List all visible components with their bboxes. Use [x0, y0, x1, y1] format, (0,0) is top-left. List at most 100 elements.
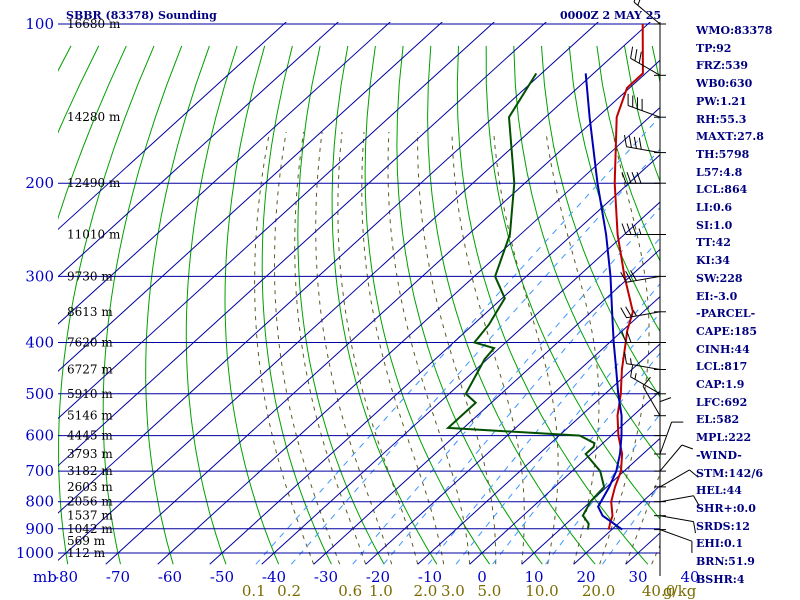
temperature-tick-label: -80 — [54, 568, 78, 586]
isotherm-line — [157, 106, 660, 565]
index-item: STM:142/6 — [696, 466, 763, 480]
wind-barb-flag — [626, 172, 632, 184]
index-list: WMO:83378 TP:92 FRZ:539 WB0:630 PW:1.21 RH:55… — [696, 22, 800, 589]
mixing-ratio-label: 40.0 — [642, 582, 675, 600]
pressure-tick-label: 200 — [25, 174, 54, 192]
isotherm-line — [58, 22, 287, 231]
pressure-tick-label: 700 — [25, 462, 54, 480]
dry-adiabat — [261, 45, 332, 565]
index-item: LFC:692 — [696, 395, 748, 409]
isotherm-line — [58, 22, 391, 325]
mixing-ratio-label: 0.2 — [277, 582, 301, 600]
pressure-tick-label: 400 — [25, 334, 54, 352]
height-label: 3182 m — [67, 464, 113, 478]
mixing-ratio-label: 2.0 — [413, 582, 437, 600]
wind-barb-shaft — [627, 105, 661, 118]
wind-barb-shaft — [659, 515, 694, 523]
index-item: BSHR:4 — [696, 572, 745, 586]
wind-barb-shaft — [659, 495, 694, 503]
pressure-tick-label: 500 — [25, 385, 54, 403]
mixing-ratio-label: 10.0 — [525, 582, 558, 600]
wind-barb-shaft — [630, 57, 661, 76]
height-label: 2603 m — [67, 480, 113, 494]
wind-barb-flag — [624, 135, 627, 147]
index-item: RH:55.3 — [696, 112, 747, 126]
pressure-tick-label: 300 — [25, 267, 54, 285]
height-label: 1537 m — [67, 509, 113, 523]
isotherm-line — [58, 22, 651, 561]
mixing-ratio-label: 20.0 — [582, 582, 615, 600]
moist-adiabat — [417, 131, 497, 565]
temperature-tick-label: -50 — [210, 568, 234, 586]
mixing-ratio-label: 0.1 — [242, 582, 266, 600]
moist-adiabat — [451, 131, 525, 565]
wind-barb-flag — [624, 352, 627, 364]
wind-barb-flag — [681, 444, 694, 450]
pressure-tick-label: 900 — [25, 520, 54, 538]
index-item: TT:42 — [696, 236, 731, 250]
wind-barb-flag — [625, 306, 632, 318]
wind-barb-shaft — [642, 385, 661, 416]
isotherm-line — [365, 295, 660, 565]
height-label: 6727 m — [67, 363, 113, 377]
wind-barb-flag — [637, 0, 641, 6]
dry-adiabat — [485, 45, 660, 520]
height-label: 8613 m — [67, 305, 113, 319]
temperature-tick-label: -40 — [262, 568, 286, 586]
index-item: MPL:222 — [696, 431, 752, 445]
temperature-tick-label: 10 — [524, 568, 543, 586]
index-item: WMO:83378 — [696, 24, 773, 37]
temperature-tick-label: -10 — [418, 568, 442, 586]
height-label: 2056 m — [67, 495, 113, 509]
mixing-ratio-unit: g/kg — [663, 582, 697, 600]
wind-barb-shaft — [659, 469, 690, 488]
wind-barb-flag — [620, 271, 627, 283]
wind-barb-flag — [630, 46, 634, 59]
moist-adiabat — [387, 131, 471, 565]
wind-barb-flag — [630, 365, 634, 377]
chart-title: SBBR (83378) Sounding — [66, 9, 217, 22]
isotherm-line — [209, 154, 660, 565]
wind-barb-flag — [621, 172, 627, 184]
mixing-ratio-label: 3.0 — [441, 582, 465, 600]
wind-barb-flag — [633, 0, 636, 3]
index-item: -PARCEL- — [696, 307, 756, 321]
wind-barb-flag — [630, 270, 637, 281]
wind-barb-flag — [659, 397, 672, 403]
plot-area — [58, 22, 660, 576]
wind-barb-half-flag — [630, 358, 632, 365]
index-item: CINH:44 — [696, 342, 750, 356]
isotherm-line — [58, 22, 339, 278]
isotherm-line — [417, 343, 660, 565]
dry-adiabat — [0, 46, 43, 564]
moist-adiabat — [361, 131, 445, 565]
wind-barb-flag — [634, 49, 638, 61]
dry-adiabat — [102, 45, 183, 565]
wind-barb-half-flag — [632, 310, 637, 317]
isotherm-line — [58, 22, 547, 467]
height-label: 5910 m — [67, 387, 113, 401]
index-item: EL:582 — [696, 413, 740, 427]
pressure-tick-label: 800 — [25, 493, 54, 511]
index-item: PW:1.21 — [696, 94, 747, 108]
index-item: SRDS:12 — [696, 519, 750, 533]
wind-barb-flag — [638, 51, 642, 64]
wind-barb-shaft — [630, 376, 661, 395]
wind-barb-flag — [633, 136, 637, 149]
temperature-tick-label: 20 — [576, 568, 595, 586]
wind-barb-flag — [689, 469, 699, 478]
height-label: 11010 m — [67, 228, 121, 242]
height-label: 3793 m — [67, 447, 113, 461]
height-label: 14280 m — [67, 110, 121, 124]
wind-barb-shaft — [659, 421, 673, 455]
wind-barb-half-flag — [634, 372, 637, 380]
isotherm-line — [58, 22, 599, 514]
temperature-tick-label: -60 — [158, 568, 182, 586]
wind-barb-flag — [631, 223, 637, 235]
index-item: CAP:1.9 — [696, 378, 745, 392]
wind-barb-shaft — [626, 275, 661, 283]
dry-adiabat — [541, 45, 660, 398]
temperature-tick-label: 30 — [628, 568, 647, 586]
dry-adiabat — [364, 45, 491, 565]
height-label: 112 m — [67, 546, 106, 560]
